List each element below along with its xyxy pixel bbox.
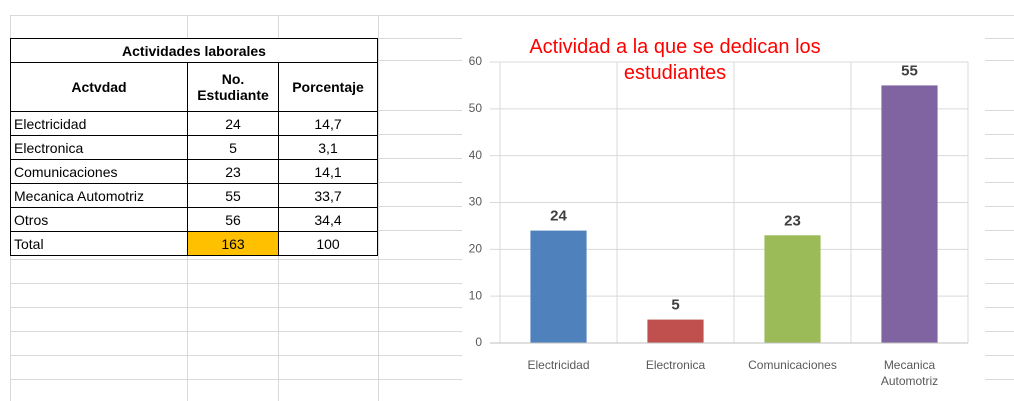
table-cell: 56 xyxy=(187,207,279,232)
bar xyxy=(881,85,938,343)
table-cell: Electronica xyxy=(10,135,188,160)
chart: 0 10 20 30 40 50 60 24 5 23 55 xyxy=(469,54,969,349)
table-cell: 33,7 xyxy=(278,183,378,208)
column-header: Actvdad xyxy=(10,62,188,112)
y-tick-label: 40 xyxy=(469,148,483,162)
table-cell: 100 xyxy=(278,231,378,256)
table-row: Comunicaciones 23 14,1 xyxy=(10,159,378,184)
table-cell: Otros xyxy=(10,207,188,232)
chart-title: Actividad a la que se dedican los estudi… xyxy=(529,36,821,84)
table-cell: 14,1 xyxy=(278,159,378,184)
table-cell: 24 xyxy=(187,111,279,136)
table-row: Mecanica Automotriz 55 33,7 xyxy=(10,183,378,208)
table-cell: 163 xyxy=(187,231,279,256)
x-tick-label: Mecanica Automotriz xyxy=(880,358,939,388)
y-tick-label: 30 xyxy=(469,195,483,209)
y-tick-label: 20 xyxy=(469,242,483,256)
table-row: Electricidad 24 14,7 xyxy=(10,111,378,136)
value-label: 23 xyxy=(784,212,801,229)
table-cell: 5 xyxy=(187,135,279,160)
table-cell: 34,4 xyxy=(278,207,378,232)
value-label: 5 xyxy=(671,297,679,314)
column-header: No. Estudiante xyxy=(187,62,279,112)
table-row: Otros 56 34,4 xyxy=(10,207,378,232)
x-tick-label: Electronica xyxy=(645,358,706,372)
data-table: Actividades laborales Actvdad No. Estudi… xyxy=(10,38,378,256)
y-tick-label: 10 xyxy=(469,288,483,302)
x-tick-label: Comunicaciones xyxy=(748,358,837,372)
column-header: Porcentaje xyxy=(278,62,378,112)
value-label: 24 xyxy=(550,208,567,225)
chart-area: 0 10 20 30 40 50 60 24 5 23 55 Actividad a la que … xyxy=(462,22,985,395)
table-cell: 14,7 xyxy=(278,111,378,136)
y-tick-label: 50 xyxy=(469,101,483,115)
table-cell: Comunicaciones xyxy=(10,159,188,184)
table-cell: Electricidad xyxy=(10,111,188,136)
value-label: 55 xyxy=(901,62,918,79)
y-tick-label: 0 xyxy=(475,335,482,349)
table-cell: 55 xyxy=(187,183,279,208)
bar xyxy=(530,230,587,343)
table-cell: Total xyxy=(10,231,188,256)
table-cell: 3,1 xyxy=(278,135,378,160)
x-tick-label: Electricidad xyxy=(527,358,590,372)
table-cell: Mecanica Automotriz xyxy=(10,183,188,208)
bar xyxy=(764,235,821,343)
table-row: Total 163 100 xyxy=(10,231,378,256)
table-row: Electronica 5 3,1 xyxy=(10,135,378,160)
table-cell: 23 xyxy=(187,159,279,184)
bar xyxy=(647,319,704,343)
table-title: Actividades laborales xyxy=(10,38,378,63)
y-tick-label: 60 xyxy=(469,54,483,68)
